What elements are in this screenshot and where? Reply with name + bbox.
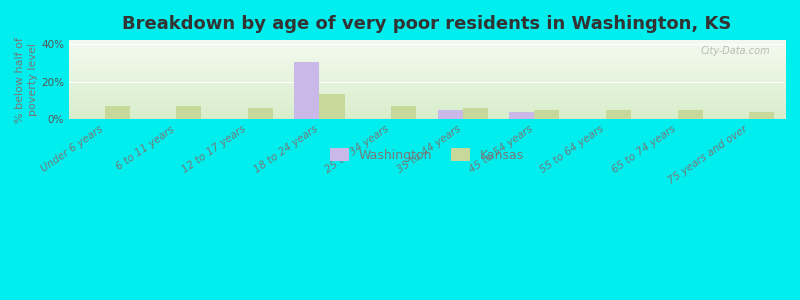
Bar: [294, 62, 319, 119]
Bar: [69, 40, 785, 41]
Bar: [69, 40, 785, 41]
Bar: [176, 106, 202, 119]
Bar: [69, 40, 785, 41]
Y-axis label: % below half of
poverty level: % below half of poverty level: [15, 37, 38, 123]
Bar: [69, 40, 785, 41]
Bar: [69, 40, 785, 41]
Bar: [606, 110, 631, 119]
Text: City-Data.com: City-Data.com: [701, 46, 770, 56]
Bar: [69, 40, 785, 41]
Bar: [69, 40, 785, 41]
Bar: [69, 40, 785, 41]
Bar: [69, 40, 785, 41]
Bar: [438, 110, 462, 119]
Bar: [69, 40, 785, 41]
Bar: [678, 110, 702, 119]
Bar: [69, 40, 785, 41]
Bar: [69, 40, 785, 41]
Bar: [69, 40, 785, 41]
Bar: [534, 110, 559, 119]
Bar: [69, 40, 785, 41]
Bar: [69, 40, 785, 41]
Bar: [510, 112, 534, 119]
Bar: [69, 40, 785, 41]
Bar: [69, 40, 785, 41]
Bar: [749, 112, 774, 119]
Bar: [248, 108, 273, 119]
Bar: [462, 108, 488, 119]
Bar: [69, 40, 785, 41]
Legend: Washington, Kansas: Washington, Kansas: [325, 143, 529, 167]
Bar: [69, 40, 785, 41]
Title: Breakdown by age of very poor residents in Washington, KS: Breakdown by age of very poor residents …: [122, 15, 732, 33]
Bar: [69, 40, 785, 41]
Bar: [69, 40, 785, 41]
Bar: [105, 106, 130, 119]
Bar: [69, 40, 785, 41]
Bar: [69, 40, 785, 41]
Bar: [69, 40, 785, 41]
Bar: [69, 40, 785, 41]
Bar: [319, 94, 345, 119]
Bar: [69, 40, 785, 41]
Bar: [69, 40, 785, 41]
Bar: [69, 40, 785, 41]
Bar: [69, 40, 785, 41]
Bar: [69, 40, 785, 41]
Bar: [69, 40, 785, 41]
Bar: [391, 106, 416, 119]
